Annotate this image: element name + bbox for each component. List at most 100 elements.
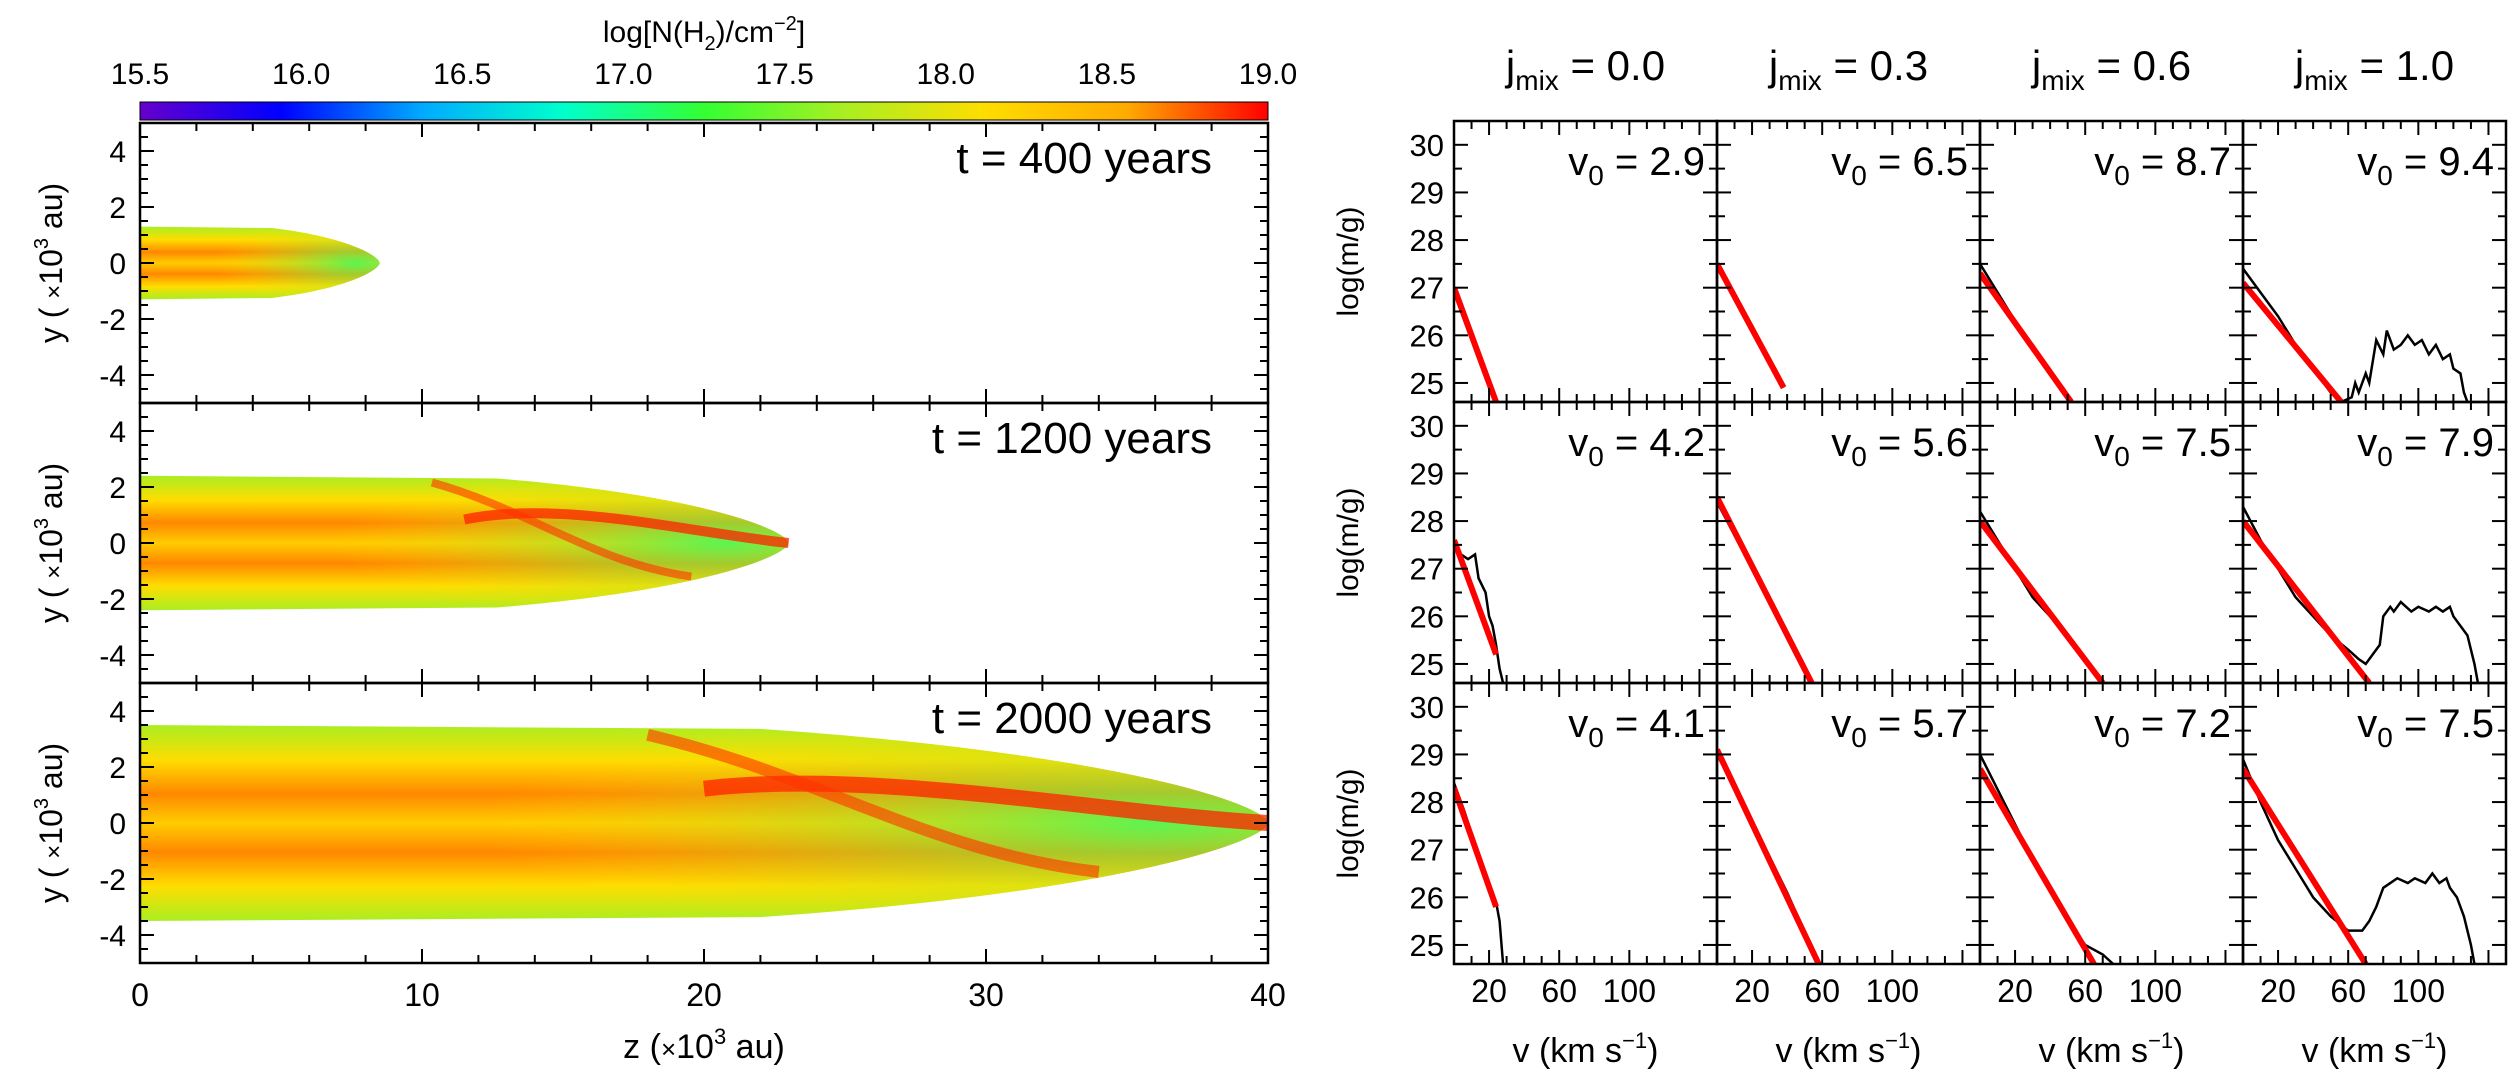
panel-plot: [1717, 748, 1822, 964]
y-tick-label: 0: [109, 248, 126, 281]
v0-prefix: v: [2094, 140, 2114, 184]
x-tick-label: 10: [404, 977, 440, 1013]
x-label-part: v (km s: [1776, 1032, 1886, 1070]
x-tick-label: 30: [968, 977, 1004, 1013]
v0-label: v0 = 5.7: [1831, 702, 1968, 753]
y-label-part: 3: [31, 798, 53, 809]
power-law-fit-line: [1454, 286, 1499, 402]
panel-plot: [1454, 539, 1505, 683]
dist-y-axis-label: log(m/g): [1332, 206, 1365, 316]
velocity-panel: v0 = 5.6: [1715, 400, 1982, 685]
velocity-panel: v0 = 7.5 20 60 100 v (km s−1): [2241, 681, 2508, 1070]
y-tick-label: 29: [1410, 175, 1444, 210]
v0-sub: 0: [1588, 722, 1604, 753]
panel-plot: [2243, 758, 2476, 964]
y-tick-label: -2: [99, 584, 126, 617]
colorbar-tick-label: 18.0: [917, 58, 975, 91]
x-label-part: au): [726, 1028, 785, 1066]
v0-label: v0 = 7.2: [2094, 702, 2231, 753]
velocity-distributions: jmix = 0.0 jmix = 0.3 jmix = 0.6 jmix = 1.0…: [1332, 42, 2508, 1070]
x-label-part: v (km s: [2039, 1032, 2149, 1070]
map-panel: [140, 475, 790, 611]
colorbar-label-sub: 2: [705, 33, 716, 55]
colorbar-tick-label: 17.5: [755, 58, 813, 91]
y-tick-label: 28: [1410, 223, 1444, 258]
y-label-part: 3: [31, 238, 53, 249]
y-label-part: au): [33, 463, 69, 518]
y-label-part: 10: [33, 249, 69, 285]
x-tick-label: 60: [1804, 973, 1840, 1009]
colorbar-tick-label: 17.0: [594, 58, 652, 91]
x-tick-label: 100: [1603, 973, 1656, 1009]
power-law-fit-line: [1454, 786, 1499, 908]
simulated-distribution-line: [2243, 267, 2469, 402]
col-label-part: j: [2293, 42, 2304, 89]
power-law-fit-line: [1717, 748, 1822, 964]
map-axes: 420-2-4y ( ×103 au)420-2-4y ( ×103 au)42…: [31, 121, 1286, 1013]
velocity-panel-frame: [2241, 681, 2508, 966]
y-tick-label: 27: [1410, 833, 1444, 868]
x-tick-label: 20: [2260, 973, 2296, 1009]
power-law-fit-line: [2243, 519, 2372, 683]
v0-prefix: v: [1831, 421, 1851, 465]
x-label-part: 10: [676, 1028, 714, 1066]
col-label-sub: mix: [2304, 65, 2348, 96]
y-tick-label: 28: [1410, 785, 1444, 820]
x-tick-label: 20: [1734, 973, 1770, 1009]
x-tick-label: 20: [1471, 973, 1507, 1009]
v0-label: v0 = 5.6: [1831, 421, 1968, 472]
colorbar-tick-label: 19.0: [1239, 58, 1297, 91]
y-tick-label: 29: [1410, 737, 1444, 772]
col-label-value: = 0.3: [1822, 42, 1928, 89]
y-tick-label: 2: [109, 752, 126, 785]
v0-prefix: v: [1831, 702, 1851, 746]
x-label-sup: 3: [714, 1024, 726, 1049]
y-label-part: ×: [41, 285, 68, 299]
x-tick-label: 100: [2129, 973, 2182, 1009]
v0-label: v0 = 2.9: [1568, 140, 1705, 191]
dist-x-axis-label: v (km s−1): [2302, 1028, 2448, 1070]
power-law-fit-line: [1717, 495, 1815, 683]
simulated-distribution-line: [1980, 753, 2115, 964]
colorbar-label: log[N(H2)/cm−2]: [603, 13, 805, 55]
col-label-value: = 0.6: [2085, 42, 2191, 89]
colorbar-label-sup: −2: [774, 13, 797, 35]
jet-tip-glow: [140, 475, 789, 611]
panel-plot: [1454, 782, 1505, 964]
y-label-part: y (: [33, 579, 69, 623]
power-law-fit-line: [1454, 539, 1499, 656]
simulated-distribution-line: [2243, 758, 2476, 964]
y-tick-label: 2: [109, 192, 126, 225]
y-tick-label: 26: [1410, 880, 1444, 915]
v0-label: v0 = 8.7: [2094, 140, 2231, 191]
x-label-part: v (km s: [1513, 1032, 1623, 1070]
v0-sub: 0: [2114, 160, 2130, 191]
x-tick-label: 20: [1997, 973, 2033, 1009]
y-tick-label: 26: [1410, 318, 1444, 353]
y-label-part: 10: [33, 809, 69, 845]
v0-prefix: v: [1568, 421, 1588, 465]
colorbar-label-part: log[N(H: [603, 16, 705, 49]
panel-plot: [2243, 506, 2480, 683]
v0-sub: 0: [2114, 722, 2130, 753]
v0-label: v0 = 6.5: [1831, 140, 1968, 191]
velocity-panel: v0 = 7.9: [2241, 400, 2508, 685]
v0-value: = 2.9: [1604, 140, 1705, 184]
panel-plot: [1980, 263, 2074, 402]
colorbar-tick-label: 15.5: [111, 58, 169, 91]
v0-prefix: v: [2357, 140, 2377, 184]
panel-plot: [1717, 495, 1815, 683]
y-tick-label: 0: [109, 528, 126, 561]
x-label-part: ): [2173, 1032, 2184, 1070]
y-tick-label: -2: [99, 864, 126, 897]
y-tick-label: 27: [1410, 271, 1444, 306]
x-tick-label: 0: [131, 977, 149, 1013]
colorbar-tick-label: 16.0: [272, 58, 330, 91]
col-label-part: j: [1504, 42, 1515, 89]
column-header: jmix = 0.0: [1504, 42, 1665, 96]
velocity-panel: v0 = 7.5: [1978, 400, 2245, 685]
col-label-part: j: [1767, 42, 1778, 89]
y-tick-label: 26: [1410, 599, 1444, 634]
colorbar-tick-label: 18.5: [1078, 58, 1136, 91]
